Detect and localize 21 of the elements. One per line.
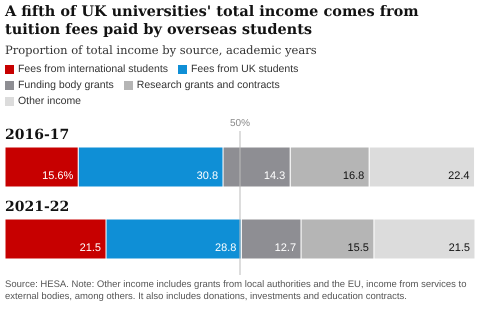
chart-subtitle: Proportion of total income by source, academic years bbox=[5, 43, 318, 57]
data-label: 21.5 bbox=[80, 242, 102, 254]
data-label: 15.6% bbox=[42, 170, 74, 182]
data-label: 30.8 bbox=[196, 170, 218, 182]
data-label: 16.8 bbox=[342, 170, 364, 182]
legend-label: Research grants and contracts bbox=[136, 79, 280, 91]
data-label: 21.5 bbox=[448, 242, 470, 254]
data-label: 28.8 bbox=[214, 242, 236, 254]
y-tick-label: 2016-17 bbox=[5, 127, 70, 143]
legend-label: Fees from UK students bbox=[191, 63, 298, 75]
y-tick-label: 2021-22 bbox=[5, 199, 70, 215]
data-label: 15.5 bbox=[348, 242, 369, 254]
data-label: 12.7 bbox=[274, 242, 296, 254]
data-label: 14.3 bbox=[264, 170, 286, 182]
legend-label: Funding body grants bbox=[18, 79, 114, 91]
ref-line-label: 50% bbox=[230, 118, 250, 130]
data-label: 22.4 bbox=[448, 170, 470, 182]
chart-title: A fifth of UK universities' total income comes from tuition fees paid by overseas students bbox=[5, 3, 420, 39]
legend-label: Other income bbox=[18, 95, 82, 107]
source-note: Source: HESA. Note: Other income includes grants from local authorities and the EU, income from services to external bodies, among others. It also includes donations, investments and education contracts. bbox=[5, 279, 466, 302]
legend-label: Fees from international students bbox=[18, 63, 168, 75]
